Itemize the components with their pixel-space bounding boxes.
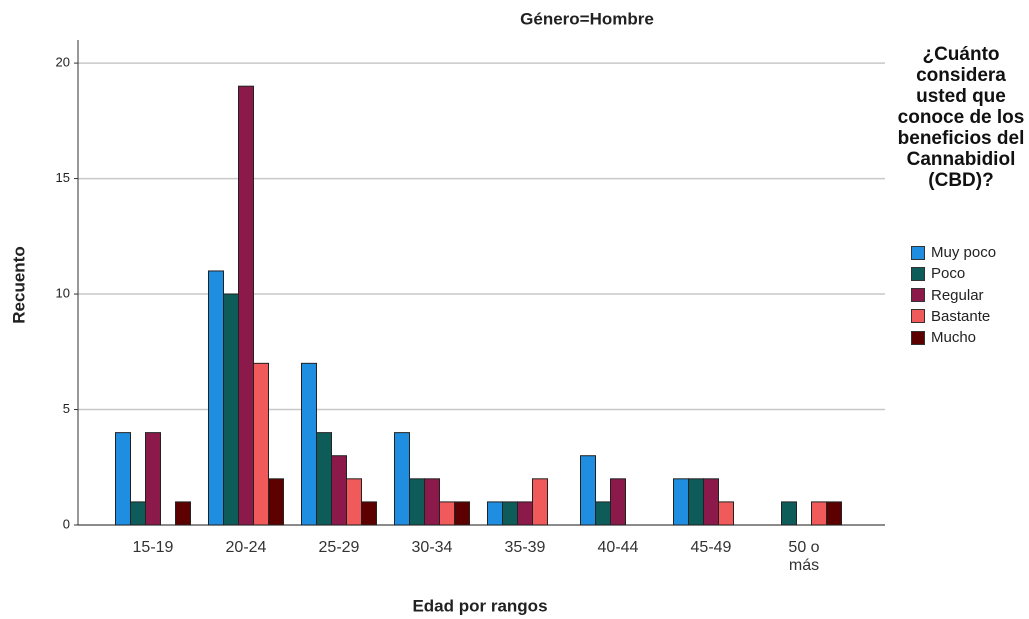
y-tick-label: 5 xyxy=(63,401,70,416)
bar xyxy=(316,432,332,526)
x-tick-label: 30-34 xyxy=(411,539,453,556)
legend-label: Bastante xyxy=(931,307,991,325)
x-tick-label: 50 o más xyxy=(788,539,820,574)
y-tick-label: 10 xyxy=(56,285,70,300)
legend-item: Regular xyxy=(911,287,984,304)
x-tick-label: 25-29 xyxy=(318,539,360,556)
bar xyxy=(331,455,347,526)
legend-label: Muy poco xyxy=(931,244,997,261)
bar xyxy=(394,432,410,526)
legend-swatch xyxy=(911,288,925,303)
x-axis-label: Edad por rangos xyxy=(412,596,547,615)
legend-label: Poco xyxy=(931,265,966,283)
bar xyxy=(595,501,611,526)
y-axis-label: Recuento xyxy=(9,246,28,323)
bar xyxy=(610,478,626,526)
bar xyxy=(238,85,254,526)
bar xyxy=(718,501,734,526)
bar xyxy=(517,501,533,526)
bar xyxy=(115,432,131,526)
y-tick-label: 20 xyxy=(56,55,70,70)
legend-swatch xyxy=(911,245,925,260)
bar xyxy=(811,501,827,526)
bar xyxy=(253,362,269,526)
bar xyxy=(361,501,377,526)
legend-item: Poco xyxy=(911,265,965,282)
legend-swatch xyxy=(911,330,925,345)
x-tick-label: 45-49 xyxy=(690,539,732,556)
legend-swatch xyxy=(911,266,925,281)
legend-swatch xyxy=(911,309,925,324)
bar xyxy=(145,432,161,526)
bar xyxy=(301,362,317,526)
y-tick-label: 0 xyxy=(63,516,70,531)
bar xyxy=(346,478,362,526)
bar xyxy=(826,501,842,526)
bar xyxy=(223,293,239,526)
bar xyxy=(130,501,146,526)
x-tick-label: 40-44 xyxy=(597,539,639,556)
x-tick-label: 35-39 xyxy=(504,539,546,556)
bar xyxy=(268,478,284,526)
legend-item: Muy poco xyxy=(911,244,996,261)
bar xyxy=(409,478,425,526)
x-tick-label: 20-24 xyxy=(225,539,267,556)
bar xyxy=(703,478,719,526)
legend-title: ¿Cuánto considera usted que conoce de lo… xyxy=(897,44,1025,191)
legend-item: Mucho xyxy=(911,329,976,346)
chart-title: Género=Hombre xyxy=(520,9,654,28)
legend-item: Bastante xyxy=(911,308,990,325)
bar xyxy=(688,478,704,526)
bar xyxy=(454,501,470,526)
bar xyxy=(532,478,548,526)
bar xyxy=(424,478,440,526)
x-tick-label: 15-19 xyxy=(132,539,174,556)
bar xyxy=(208,270,224,526)
bar xyxy=(673,478,689,526)
bar xyxy=(580,455,596,526)
bar xyxy=(487,501,503,526)
legend-label: Regular xyxy=(931,286,984,304)
y-tick-label: 15 xyxy=(56,170,70,185)
bar xyxy=(781,501,797,526)
bar xyxy=(502,501,518,526)
bar xyxy=(175,501,191,526)
legend-label: Mucho xyxy=(931,329,977,347)
bar xyxy=(439,501,455,526)
